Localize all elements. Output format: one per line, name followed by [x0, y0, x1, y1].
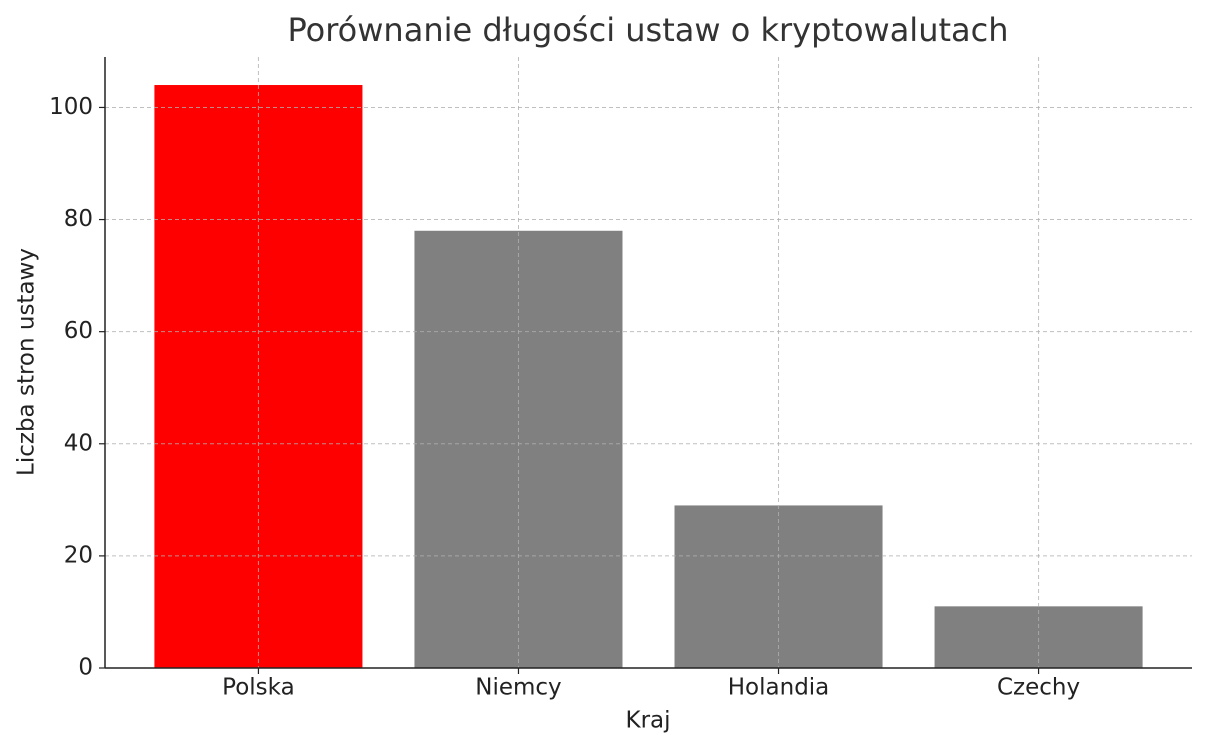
x-tick-label: Holandia [728, 675, 830, 701]
y-tick-label: 80 [64, 206, 93, 232]
chart-title: Porównanie długości ustaw o kryptowaluta… [287, 11, 1008, 49]
x-tick-label: Czechy [997, 675, 1080, 701]
y-tick-label: 40 [64, 430, 93, 456]
y-tick-label: 0 [78, 655, 93, 681]
bar [934, 606, 1143, 668]
x-axis-label: Kraj [625, 708, 670, 734]
x-tick-label: Polska [222, 675, 295, 701]
x-tick-label: Niemcy [475, 675, 561, 701]
y-tick-label: 100 [49, 94, 93, 120]
y-tick-label: 60 [64, 318, 93, 344]
y-tick-label: 20 [64, 542, 93, 568]
y-axis-label: Liczba stron ustawy [14, 248, 40, 476]
